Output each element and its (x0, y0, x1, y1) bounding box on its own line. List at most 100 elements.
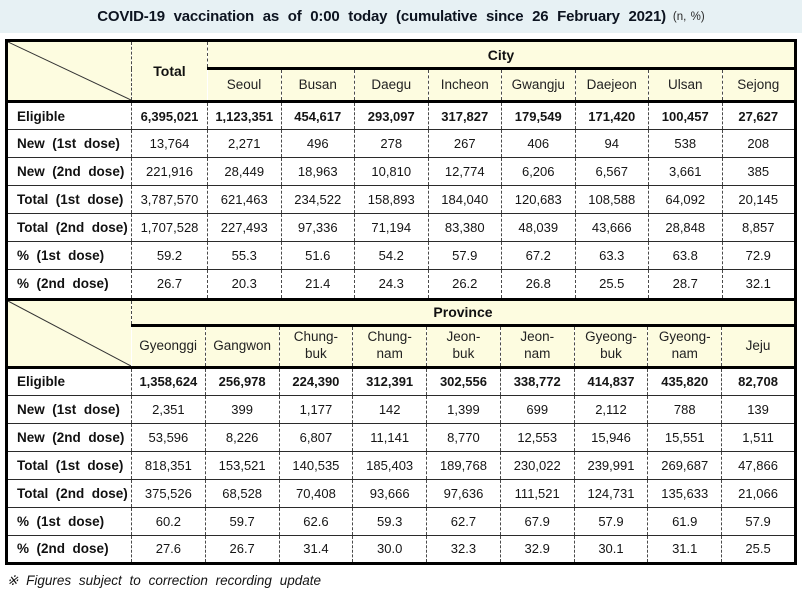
value-cell: 53,596 (131, 422, 206, 451)
total-value-cell: 13,764 (131, 129, 208, 158)
value-cell: 94 (574, 129, 649, 158)
value-cell: 230,022 (499, 450, 575, 479)
column-header: Incheon (427, 68, 502, 102)
table-row: New (1st dose) 13,764 2,271 496 278 267 406 94 5… (6, 129, 796, 158)
value-cell: 179,549 (501, 100, 575, 130)
title-unit-note: (n, %) (672, 10, 705, 23)
value-cell: 293,097 (354, 100, 428, 130)
value-cell: 375,526 (131, 478, 206, 507)
page: COVID-19 vaccination as of 0:00 today (c… (0, 0, 802, 588)
value-cell: 27,627 (721, 100, 796, 130)
value-cell: 385 (721, 157, 796, 186)
value-cell: 54.2 (354, 241, 428, 270)
value-cell: 62.7 (426, 506, 501, 535)
value-cell: 302,556 (426, 365, 501, 395)
value-cell: 1,358,624 (131, 365, 206, 395)
value-cell: 71,194 (354, 213, 428, 242)
value-cell: 158,893 (354, 185, 428, 214)
value-cell: 8,857 (721, 213, 796, 242)
value-cell: 59.3 (352, 506, 427, 535)
row-label: % (2nd dose) (6, 269, 132, 298)
value-cell: 6,807 (278, 422, 353, 451)
value-cell: 208 (721, 129, 796, 158)
row-label: Total (2nd dose) (6, 213, 132, 242)
value-cell: 64,092 (648, 185, 722, 214)
value-cell: 43,666 (574, 213, 649, 242)
value-cell: 338,772 (499, 365, 575, 395)
value-cell: 1,511 (721, 422, 796, 451)
value-cell: 55.3 (207, 241, 281, 270)
value-cell: 28,848 (648, 213, 722, 242)
value-cell: 32.9 (499, 534, 575, 563)
value-cell: 24.3 (354, 269, 428, 298)
city-table: Total City Seoul Busan Daegu Incheon Gwangju Da… (5, 39, 797, 298)
value-cell: 8,770 (426, 422, 501, 451)
value-cell: 139 (721, 394, 796, 423)
value-cell: 406 (501, 129, 575, 158)
value-cell: 224,390 (278, 365, 353, 395)
value-cell: 67.2 (501, 241, 575, 270)
row-label: Eligible (6, 100, 132, 130)
city-table-header: Total City Seoul Busan Daegu Incheon Gwangju Da… (6, 40, 796, 102)
value-cell: 83,380 (427, 213, 502, 242)
diagonal-line (8, 42, 131, 100)
value-cell: 57.9 (573, 506, 648, 535)
row-label: Total (2nd dose) (6, 478, 132, 507)
value-cell: 11,141 (352, 422, 427, 451)
value-cell: 48,039 (501, 213, 575, 242)
table-row: Total (2nd dose) 375,526 68,528 70,408 93,66… (6, 478, 796, 507)
column-header: Ulsan (648, 68, 722, 102)
value-cell: 12,774 (427, 157, 502, 186)
value-cell: 51.6 (280, 241, 355, 270)
value-cell: 234,522 (280, 185, 355, 214)
value-cell: 32.3 (426, 534, 501, 563)
value-cell: 788 (647, 394, 722, 423)
total-value-cell: 3,787,570 (131, 185, 208, 214)
value-cell: 256,978 (204, 365, 280, 395)
value-cell: 189,768 (426, 450, 501, 479)
value-cell: 8,226 (204, 422, 280, 451)
value-cell: 3,661 (648, 157, 722, 186)
value-cell: 120,683 (501, 185, 575, 214)
table-row: New (2nd dose) 221,916 28,449 18,963 10,810 1… (6, 157, 796, 186)
value-cell: 21.4 (280, 269, 355, 298)
value-cell: 20.3 (207, 269, 281, 298)
table-row: Total (2nd dose) 1,707,528 227,493 97,336 71… (6, 213, 796, 242)
column-header: Jeju (721, 325, 796, 367)
value-cell: 62.6 (278, 506, 353, 535)
column-header: Jeon- nam (499, 325, 575, 367)
value-cell: 100,457 (648, 100, 722, 130)
value-cell: 108,588 (574, 185, 649, 214)
corner-cell (6, 299, 132, 367)
diagonal-line (8, 301, 131, 366)
row-label: Eligible (6, 365, 132, 395)
footnote: ※ Figures subject to correction recordin… (7, 572, 322, 588)
value-cell: 21,066 (721, 478, 796, 507)
province-table-body: Eligible 1,358,624 256,978 224,390 312,391 30… (6, 365, 796, 563)
value-cell: 68,528 (204, 478, 280, 507)
value-cell: 72.9 (721, 241, 796, 270)
value-cell: 70,408 (278, 478, 353, 507)
value-cell: 15,946 (573, 422, 648, 451)
value-cell: 26.7 (204, 534, 280, 563)
table-row: Eligible 6,395,021 1,123,351 454,617 293,097… (6, 100, 796, 130)
value-cell: 135,633 (647, 478, 722, 507)
row-label: New (1st dose) (6, 394, 132, 423)
value-cell: 10,810 (354, 157, 428, 186)
value-cell: 18,963 (280, 157, 355, 186)
table-row: Eligible 1,358,624 256,978 224,390 312,391 30… (6, 365, 796, 395)
value-cell: 142 (352, 394, 427, 423)
row-label: New (2nd dose) (6, 422, 132, 451)
value-cell: 2,351 (131, 394, 206, 423)
value-cell: 20,145 (721, 185, 796, 214)
value-cell: 63.8 (648, 241, 722, 270)
header-row-group: Total City (6, 40, 796, 102)
value-cell: 32.1 (721, 269, 796, 298)
table-row: % (1st dose) 60.2 59.7 62.6 59.3 62.7 67.9 57.9… (6, 506, 796, 535)
value-cell: 699 (499, 394, 575, 423)
value-cell: 1,177 (278, 394, 353, 423)
value-cell: 818,351 (131, 450, 206, 479)
column-header: Gyeonggi (131, 325, 206, 367)
row-label: % (1st dose) (6, 506, 132, 535)
value-cell: 67.9 (499, 506, 575, 535)
